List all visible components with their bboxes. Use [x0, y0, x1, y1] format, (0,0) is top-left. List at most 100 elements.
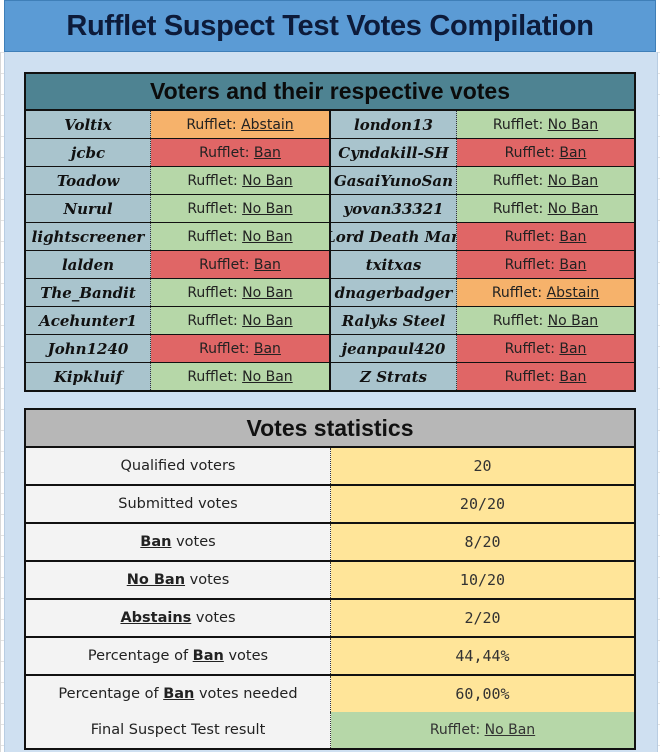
stats-label[interactable]: Ban votes	[26, 524, 331, 560]
voter-name-cell[interactable]: John1240	[26, 335, 151, 362]
final-result-prefix: Rufflet:	[429, 722, 481, 738]
voter-vote-cell[interactable]: Rufflet: No Ban	[151, 279, 331, 306]
stats-row: No Ban votes 10/20	[26, 562, 634, 600]
vote-prefix: Rufflet:	[199, 256, 250, 273]
voter-name-cell[interactable]: Lord Death Man	[331, 223, 457, 250]
vote-prefix: Rufflet:	[199, 144, 250, 161]
voter-name-cell[interactable]: jcbc	[26, 139, 151, 166]
voter-vote-cell[interactable]: Rufflet: No Ban	[151, 195, 331, 222]
voter-name-cell[interactable]: Toadow	[26, 167, 151, 194]
stats-label-text: Submitted votes	[118, 496, 238, 512]
voter-vote-cell[interactable]: Rufflet: No Ban	[457, 195, 634, 222]
vote-value: No Ban	[242, 200, 293, 217]
voter-vote-cell[interactable]: Rufflet: No Ban	[151, 223, 331, 250]
voter-row: The_Bandit Rufflet: No Ban dnagerbadger Ruf…	[26, 279, 634, 307]
stats-label-text: votes needed	[194, 686, 298, 702]
voter-name-cell[interactable]: Voltix	[26, 111, 151, 138]
voter-row: Toadow Rufflet: No Ban GasaiYunoSan Rufflet…	[26, 167, 634, 195]
stats-value[interactable]: 2/20	[331, 600, 634, 636]
voter-vote-cell[interactable]: Rufflet: Ban	[151, 251, 331, 278]
voter-name-cell[interactable]: txitxas	[331, 251, 457, 278]
vote-value: Ban	[559, 256, 587, 273]
voter-vote-cell[interactable]: Rufflet: Ban	[151, 335, 331, 362]
stats-label-text: votes	[171, 534, 216, 550]
vote-prefix: Rufflet:	[187, 172, 238, 189]
voter-vote-cell[interactable]: Rufflet: No Ban	[151, 167, 331, 194]
voter-vote-cell[interactable]: Rufflet: Ban	[457, 223, 634, 250]
vote-value: Ban	[253, 340, 281, 357]
stats-value[interactable]: 20/20	[331, 486, 634, 522]
voter-name-cell[interactable]: Z Strats	[331, 363, 457, 390]
voter-name-cell[interactable]: GasaiYunoSan	[331, 167, 457, 194]
stats-label-text: votes	[223, 648, 269, 664]
voter-vote-cell[interactable]: Rufflet: Ban	[151, 139, 331, 166]
stats-value[interactable]: 10/20	[331, 562, 634, 598]
stats-label[interactable]: Percentage of Ban votes	[26, 638, 331, 674]
voter-name-cell[interactable]: jeanpaul420	[331, 335, 457, 362]
voter-row: Kipkluif Rufflet: No Ban Z Strats Rufflet: …	[26, 363, 634, 390]
stats-table: Votes statistics Qualified voters 20 Submi…	[24, 408, 636, 750]
vote-prefix: Rufflet:	[504, 368, 555, 385]
vote-prefix: Rufflet:	[492, 200, 544, 217]
voter-vote-cell[interactable]: Rufflet: No Ban	[457, 111, 634, 138]
voter-vote-cell[interactable]: Rufflet: Ban	[457, 251, 634, 278]
voter-vote-cell[interactable]: Rufflet: Ban	[457, 139, 634, 166]
stats-row: Submitted votes 20/20	[26, 486, 634, 524]
vote-value: Ban	[559, 144, 587, 161]
final-result-value[interactable]: Rufflet: No Ban	[331, 712, 634, 748]
final-result-label-text: Final Suspect Test result	[90, 722, 266, 738]
voter-row: Acehunter1 Rufflet: No Ban Ralyks Steel Ruf…	[26, 307, 634, 335]
voter-name-cell[interactable]: Ralyks Steel	[331, 307, 457, 334]
vote-value: No Ban	[242, 312, 293, 329]
vote-value: No Ban	[242, 368, 293, 385]
voter-name-cell[interactable]: lightscreener	[26, 223, 151, 250]
voter-vote-cell[interactable]: Rufflet: Ban	[457, 363, 634, 390]
voter-name-cell[interactable]: Acehunter1	[26, 307, 151, 334]
voter-name-cell[interactable]: Kipkluif	[26, 363, 151, 390]
stats-label-keyword: No Ban	[126, 572, 186, 588]
stats-label[interactable]: Qualified voters	[26, 448, 331, 484]
stats-label[interactable]: Abstains votes	[26, 600, 331, 636]
vote-prefix: Rufflet:	[492, 312, 544, 329]
stats-label-text: Percentage of	[58, 686, 164, 702]
voter-name-cell[interactable]: lalden	[26, 251, 151, 278]
vote-prefix: Rufflet:	[504, 340, 555, 357]
voter-vote-cell[interactable]: Rufflet: No Ban	[151, 307, 331, 334]
voter-vote-cell[interactable]: Rufflet: Abstain	[457, 279, 634, 306]
vote-prefix: Rufflet:	[187, 312, 238, 329]
stats-value[interactable]: 44,44%	[331, 638, 634, 674]
voter-vote-cell[interactable]: Rufflet: No Ban	[457, 167, 634, 194]
voter-name-cell[interactable]: Nurul	[26, 195, 151, 222]
voter-vote-cell[interactable]: Rufflet: Abstain	[151, 111, 331, 138]
final-result-row[interactable]: Final Suspect Test result Rufflet: No Ba…	[26, 712, 634, 748]
vote-prefix: Rufflet:	[504, 256, 555, 273]
vote-value: No Ban	[242, 284, 293, 301]
stats-label-keyword: Ban	[163, 686, 195, 702]
voter-row: lightscreener Rufflet: No Ban Lord Death M…	[26, 223, 634, 251]
stats-value[interactable]: 60,00%	[331, 676, 634, 712]
vote-prefix: Rufflet:	[187, 228, 238, 245]
stats-value[interactable]: 20	[331, 448, 634, 484]
voter-name-cell[interactable]: yovan33321	[331, 195, 457, 222]
voter-name-cell[interactable]: The_Bandit	[26, 279, 151, 306]
voter-vote-cell[interactable]: Rufflet: No Ban	[151, 363, 331, 390]
voter-name-cell[interactable]: Cyndakill-SH	[331, 139, 457, 166]
vote-value: Ban	[559, 228, 587, 245]
final-result-verdict: No Ban	[484, 722, 536, 738]
stats-label-keyword: Ban	[192, 648, 224, 664]
stats-label[interactable]: Submitted votes	[26, 486, 331, 522]
stats-table-body: Qualified voters 20 Submitted votes 20/20 Ba…	[26, 448, 634, 712]
stats-table-header: Votes statistics	[26, 410, 634, 448]
vote-prefix: Rufflet:	[492, 116, 544, 133]
stats-label[interactable]: No Ban votes	[26, 562, 331, 598]
vote-prefix: Rufflet:	[491, 284, 543, 301]
stats-row: Abstains votes 2/20	[26, 600, 634, 638]
stats-label[interactable]: Percentage of Ban votes needed	[26, 676, 331, 712]
voter-name-cell[interactable]: dnagerbadger	[331, 279, 457, 306]
vote-value: No Ban	[547, 200, 599, 217]
voter-name-cell[interactable]: london13	[331, 111, 457, 138]
voter-vote-cell[interactable]: Rufflet: No Ban	[457, 307, 634, 334]
vote-value: Ban	[559, 368, 587, 385]
voter-vote-cell[interactable]: Rufflet: Ban	[457, 335, 634, 362]
stats-value[interactable]: 8/20	[331, 524, 634, 560]
